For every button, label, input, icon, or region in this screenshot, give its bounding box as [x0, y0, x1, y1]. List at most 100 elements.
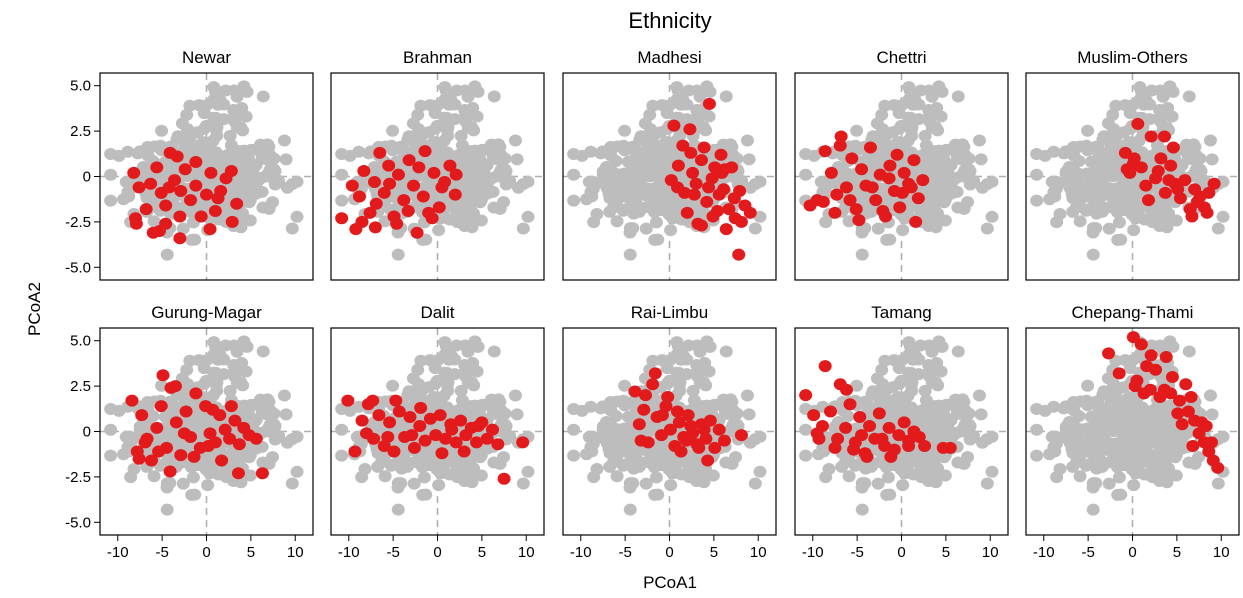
background-point	[607, 456, 621, 469]
background-point	[260, 153, 274, 166]
background-point	[208, 148, 222, 161]
facet-title: Rai-Limbu	[631, 303, 708, 322]
data-point	[225, 215, 239, 228]
y-tick-label: -2.5	[65, 469, 91, 486]
background-point	[432, 224, 446, 237]
background-point	[617, 441, 631, 454]
background-point	[484, 138, 498, 151]
background-point	[955, 153, 969, 166]
data-point	[414, 401, 428, 414]
background-point	[244, 143, 258, 156]
background-point	[799, 168, 813, 181]
facet-title: Madhesi	[637, 48, 701, 67]
background-point	[567, 168, 581, 181]
background-point	[195, 137, 209, 150]
background-point	[466, 102, 480, 115]
background-point	[147, 140, 161, 153]
background-point	[223, 129, 237, 142]
data-point	[174, 185, 188, 198]
data-point	[173, 210, 187, 223]
data-point	[390, 217, 404, 230]
data-point	[843, 398, 857, 411]
data-point	[843, 194, 857, 207]
data-point	[863, 141, 877, 154]
data-point	[383, 416, 397, 429]
background-point	[133, 145, 147, 158]
background-point	[627, 462, 641, 475]
background-point	[1139, 94, 1153, 107]
background-point	[582, 430, 596, 443]
data-point	[230, 197, 244, 210]
background-point	[227, 147, 241, 160]
background-point	[1127, 479, 1141, 492]
data-point	[187, 450, 201, 463]
data-point	[702, 97, 716, 110]
background-point	[605, 420, 619, 433]
data-point	[714, 148, 728, 161]
data-point	[366, 394, 380, 407]
background-point	[626, 477, 640, 490]
background-point	[753, 465, 767, 478]
background-point	[1073, 215, 1087, 228]
background-point	[610, 470, 624, 483]
background-point	[942, 416, 956, 429]
background-point	[1127, 224, 1141, 237]
facet-brahman: Brahman	[330, 48, 545, 281]
data-point	[1157, 130, 1171, 143]
background-point	[521, 465, 535, 478]
data-point	[701, 454, 715, 467]
background-point	[1194, 165, 1208, 178]
data-point	[138, 436, 152, 449]
background-point	[401, 388, 415, 401]
background-point	[922, 147, 936, 160]
data-point	[1165, 371, 1179, 384]
background-point	[567, 147, 581, 160]
data-point	[425, 212, 439, 225]
background-point	[871, 477, 885, 490]
background-point	[450, 471, 464, 484]
data-point	[407, 441, 421, 454]
data-point	[855, 429, 869, 442]
background-point	[411, 363, 425, 376]
background-point	[510, 153, 524, 166]
data-point	[1202, 186, 1216, 199]
data-point	[432, 201, 446, 214]
background-point	[1086, 503, 1100, 516]
data-point	[486, 423, 500, 436]
background-point	[1073, 395, 1087, 408]
background-point	[1090, 462, 1104, 475]
background-point	[104, 449, 118, 462]
background-point	[1068, 165, 1082, 178]
background-point	[1072, 410, 1086, 423]
background-point	[487, 456, 501, 469]
background-point	[235, 102, 249, 115]
background-point	[875, 363, 889, 376]
data-point	[152, 224, 166, 237]
background-point	[458, 147, 472, 160]
x-tick-label: 10	[518, 544, 535, 561]
background-point	[928, 182, 942, 195]
background-point	[748, 477, 762, 490]
background-point	[104, 194, 118, 207]
data-point	[634, 434, 648, 447]
background-point	[876, 378, 890, 391]
facet-title: Muslim-Others	[1077, 48, 1188, 67]
data-point	[491, 438, 505, 451]
background-point	[1030, 194, 1044, 207]
background-point	[256, 345, 270, 358]
data-point	[389, 394, 403, 407]
background-point	[1211, 477, 1225, 490]
background-point	[985, 210, 999, 223]
background-point	[655, 354, 669, 367]
background-point	[163, 477, 177, 490]
background-point	[268, 165, 282, 178]
background-point	[567, 194, 581, 207]
background-point	[1182, 456, 1196, 469]
data-point	[743, 206, 757, 219]
background-point	[268, 420, 282, 433]
background-point	[974, 153, 988, 166]
background-point	[698, 357, 712, 370]
background-point	[499, 165, 513, 178]
background-point	[1050, 471, 1064, 484]
